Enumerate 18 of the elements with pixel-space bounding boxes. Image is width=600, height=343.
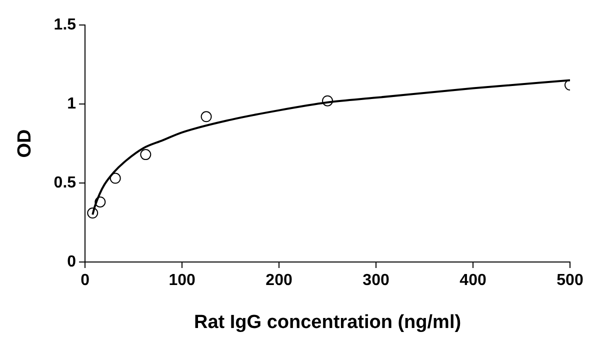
- y-tick-label: 0: [67, 253, 76, 270]
- x-tick-label: 200: [266, 272, 292, 290]
- y-tick-label: 1: [67, 95, 76, 112]
- point: [94, 196, 106, 208]
- x-tick-label: 0: [80, 272, 90, 290]
- y-tick-label: 1.5: [54, 16, 76, 34]
- point: [87, 208, 98, 219]
- point: [200, 111, 212, 122]
- x-tick-label: 300: [362, 272, 390, 290]
- x-axis-title: Rat IgG concentration (ng/ml): [194, 312, 462, 333]
- x-tick-label: 400: [460, 272, 486, 290]
- y-tick-label: 0.5: [54, 174, 76, 192]
- x-tick-label: 100: [168, 272, 196, 290]
- point: [322, 95, 334, 106]
- y-axis-title: OD: [14, 129, 36, 158]
- x-tick-label: 500: [556, 272, 584, 290]
- point: [140, 149, 152, 160]
- point: [110, 172, 121, 184]
